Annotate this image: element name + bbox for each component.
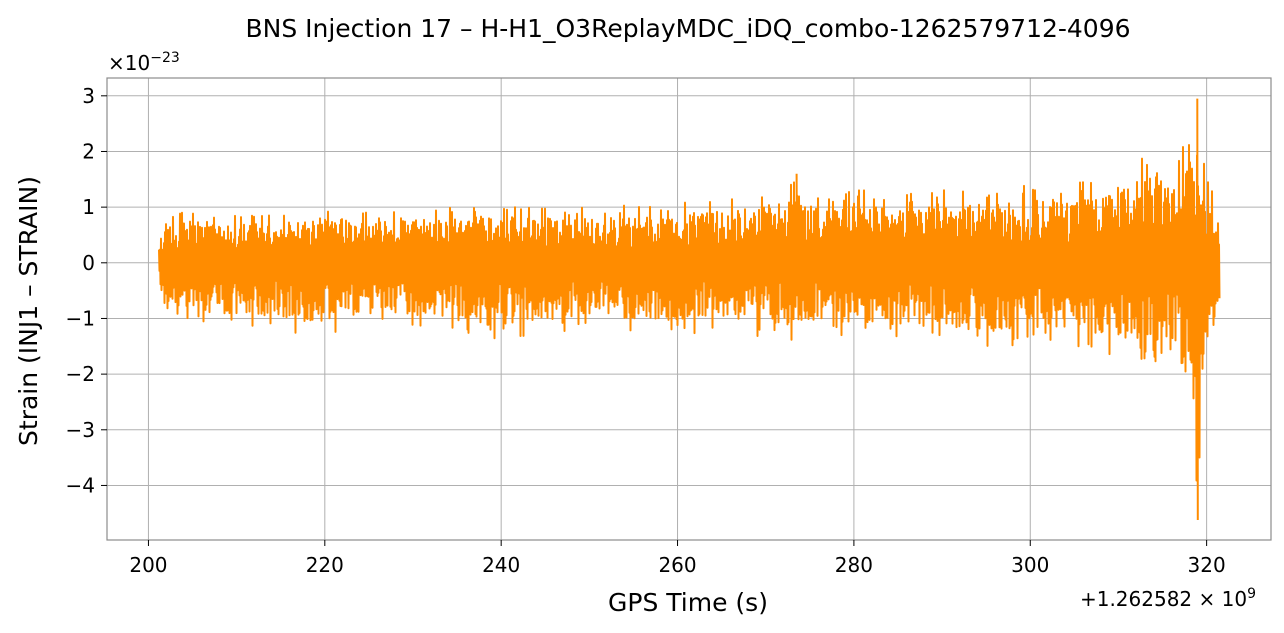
plot-frame xyxy=(106,77,1272,541)
x-tick-label: 240 xyxy=(482,553,520,577)
chart-title: BNS Injection 17 – H-H1_O3ReplayMDC_iDQ_… xyxy=(245,14,1130,43)
x-tick-label: 320 xyxy=(1188,553,1226,577)
x-tick-label: 280 xyxy=(835,553,873,577)
x-tick-label: 200 xyxy=(129,553,167,577)
y-tick-label: −2 xyxy=(66,362,95,386)
y-tick-label: −3 xyxy=(66,418,95,442)
axis-ticks: 200 220 240 260 280 300 320 3 2 1 0 −1 −2 −3 −4 xyxy=(66,84,1226,577)
y-tick-label: 2 xyxy=(82,139,95,163)
x-offset-exponent: 9 xyxy=(1247,586,1256,602)
y-tick-label: −1 xyxy=(66,306,95,330)
x-offset-label: +1.262582 × 109 xyxy=(1080,586,1256,611)
x-tick-label: 260 xyxy=(658,553,696,577)
y-tick-label: 1 xyxy=(82,195,95,219)
x-axis-label: GPS Time (s) xyxy=(608,588,768,617)
y-scale-label: ×10−23 xyxy=(108,50,180,75)
strain-series xyxy=(158,98,1221,521)
y-tick-label: −4 xyxy=(66,473,95,497)
y-axis-label: Strain (INJ1 – STRAIN) xyxy=(14,176,43,446)
x-tick-label: 220 xyxy=(306,553,344,577)
strain-line xyxy=(158,98,1221,521)
y-tick-label: 3 xyxy=(82,84,95,108)
y-tick-label: 0 xyxy=(82,251,95,275)
x-tick-label: 300 xyxy=(1011,553,1049,577)
y-scale-exponent: −23 xyxy=(150,50,180,66)
